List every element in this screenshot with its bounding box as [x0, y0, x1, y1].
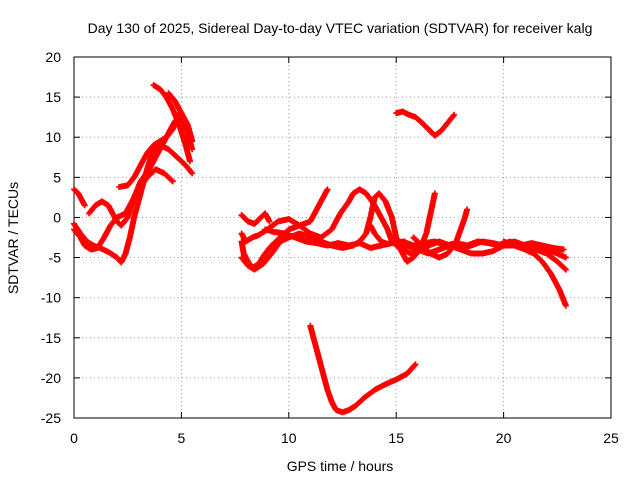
data-point [431, 190, 438, 197]
data-point [562, 254, 569, 261]
data-point [324, 186, 331, 193]
data-point [266, 218, 273, 225]
axis-ticks [73, 56, 612, 419]
data-point [189, 170, 196, 177]
data-point [450, 112, 457, 119]
x-tick-label: 15 [388, 430, 404, 446]
plot-frame [73, 56, 612, 419]
y-tick-label: -15 [41, 330, 61, 346]
data-point [411, 362, 418, 369]
series-track-r [393, 108, 458, 139]
data-point [189, 146, 196, 153]
data-point [186, 158, 193, 165]
data-point [451, 111, 458, 118]
y-tick-label: 20 [45, 49, 61, 65]
series-track-a [71, 186, 88, 209]
data-point [562, 302, 569, 309]
series-track-f [150, 82, 193, 165]
data-point [188, 169, 195, 176]
x-tick-label: 25 [603, 430, 619, 446]
x-tick-label: 0 [70, 430, 78, 446]
data-point [168, 177, 175, 184]
y-tick-label: 10 [45, 129, 61, 145]
chart-title: Day 130 of 2025, Sidereal Day-to-day VTE… [88, 20, 593, 36]
x-tick-label: 20 [496, 430, 512, 446]
data-point [169, 178, 176, 185]
data-point [562, 266, 569, 273]
series-track-q [500, 238, 569, 309]
data-point [189, 138, 196, 145]
series-track-p [410, 206, 471, 261]
y-tick-label: 5 [53, 169, 61, 185]
series-track-g [165, 90, 196, 145]
x-tick-label: 10 [281, 430, 297, 446]
x-axis-label: GPS time / hours [287, 458, 394, 474]
x-tick-label: 5 [178, 430, 186, 446]
data-series [71, 82, 569, 416]
y-tick-label: -20 [41, 370, 61, 386]
data-point [81, 202, 88, 209]
tick-labels: 0 5 10 15 20 25 -25 -20 -15 -10 -5 0 5 10 15 20 [41, 49, 619, 446]
y-tick-label: -10 [41, 290, 61, 306]
series-track-h [238, 210, 273, 227]
y-tick-label: -5 [49, 250, 62, 266]
y-tick-label: 0 [53, 209, 61, 225]
data-point [464, 206, 471, 213]
y-tick-label: -25 [41, 410, 61, 426]
y-axis-label: SDTVAR / TECUs [5, 182, 21, 294]
data-point [412, 361, 419, 368]
data-point [561, 265, 568, 272]
data-point [560, 246, 567, 253]
series-track-i [238, 186, 408, 249]
series-track-m [307, 322, 419, 416]
y-tick-label: 15 [45, 89, 61, 105]
